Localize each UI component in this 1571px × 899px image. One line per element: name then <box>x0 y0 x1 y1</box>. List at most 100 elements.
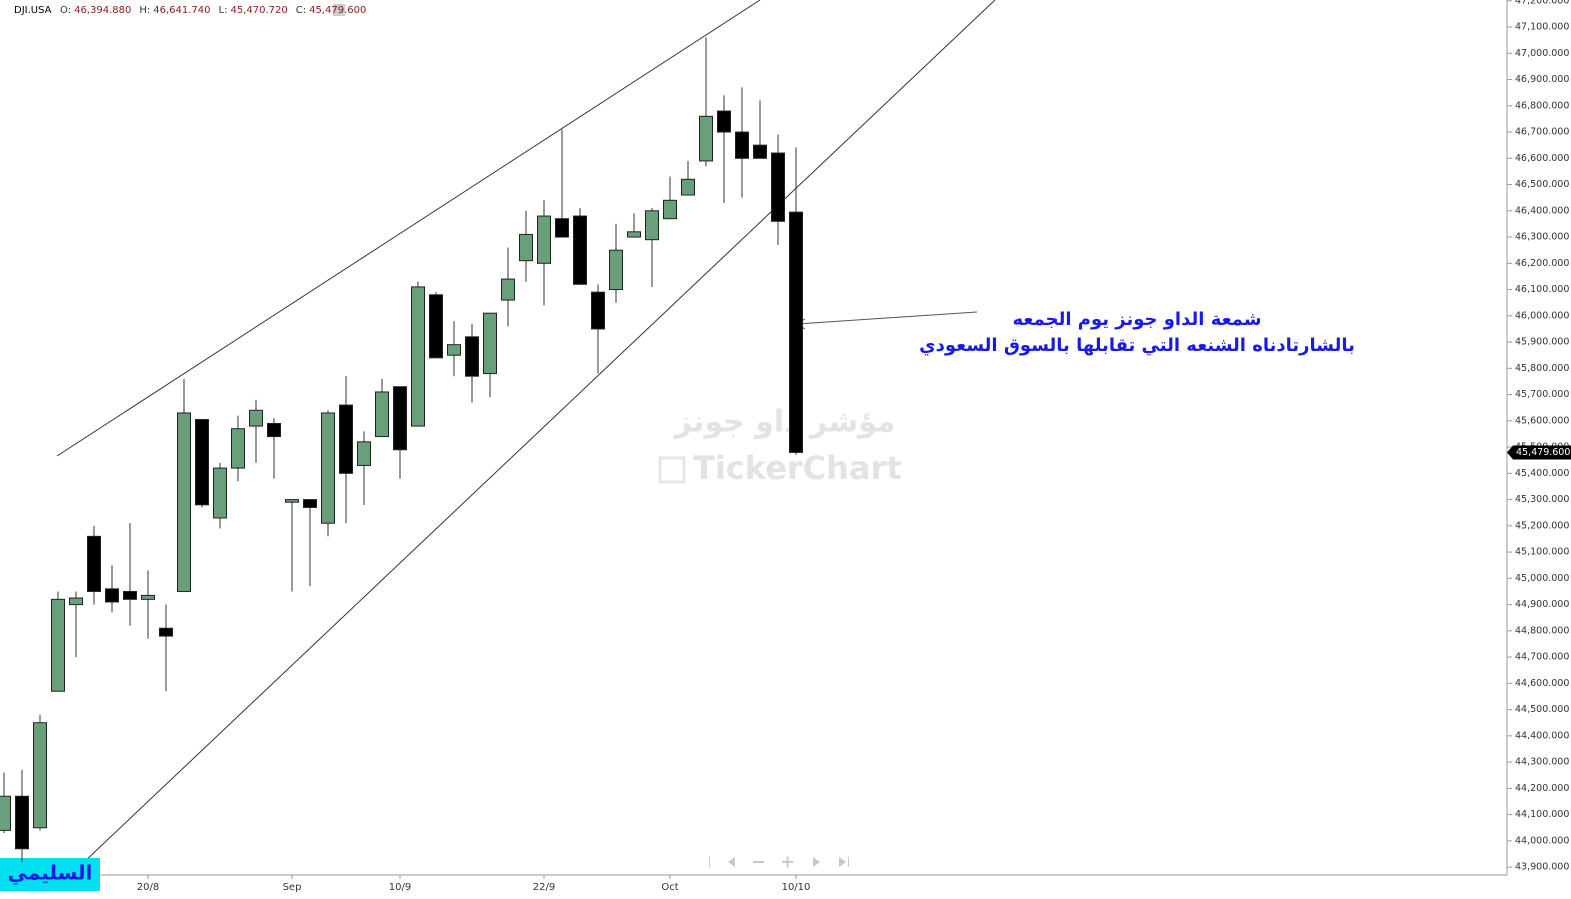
candle-body <box>753 144 767 159</box>
watermark: مؤشر داو جونز <box>672 405 895 440</box>
candle-body <box>141 594 155 600</box>
candle-body <box>447 344 461 356</box>
watermark-icon <box>658 456 686 484</box>
last-price-marker <box>1507 445 1571 460</box>
y-tick-label: 45,200.000 <box>1515 520 1569 531</box>
nav-prev[interactable] <box>728 857 735 867</box>
candle-body <box>717 110 731 133</box>
header: DJI.USA <box>14 4 345 16</box>
y-tick-label: 45,000.000 <box>1515 573 1569 584</box>
y-tick-label: 44,400.000 <box>1515 730 1569 741</box>
candle-body <box>681 178 695 196</box>
nav-controls <box>709 856 849 868</box>
ohlc-key: L: <box>219 5 228 16</box>
nav-first[interactable] <box>709 857 710 867</box>
candle-body <box>429 294 443 359</box>
candle-body <box>69 597 83 606</box>
y-tick-label: 44,300.000 <box>1515 757 1569 768</box>
candle-body <box>267 422 281 438</box>
candle-body <box>0 795 11 831</box>
x-tick-label: 10/10 <box>782 882 811 893</box>
annotation: شمعة الداو جونز يوم الجمعه <box>1012 309 1261 330</box>
nav-next[interactable] <box>813 857 820 867</box>
candle-body <box>555 218 569 238</box>
candle-body <box>249 409 263 427</box>
candle-body <box>303 499 317 508</box>
candle-body <box>735 131 749 159</box>
ohlc-value: 45,470.720 <box>230 5 287 16</box>
y-tick-label: 44,200.000 <box>1515 783 1569 794</box>
y-tick-label: 46,300.000 <box>1515 232 1569 243</box>
candle-body <box>789 211 803 453</box>
candle-body <box>321 412 335 524</box>
candle-body <box>51 598 65 692</box>
y-tick-label: 44,500.000 <box>1515 704 1569 715</box>
candle-body <box>591 291 605 330</box>
candle-body <box>357 441 371 466</box>
y-tick-label: 47,100.000 <box>1515 22 1569 33</box>
candle-body <box>465 336 479 377</box>
candle-body <box>393 386 407 451</box>
candle-body <box>573 215 587 285</box>
candle-body <box>285 499 299 503</box>
candle-body <box>699 115 713 162</box>
nav-last[interactable] <box>839 857 849 867</box>
y-tick-label: 43,900.000 <box>1515 862 1569 873</box>
y-tick-label: 47,200.000 <box>1515 0 1569 6</box>
candle-body <box>771 152 785 222</box>
y-tick-label: 46,100.000 <box>1515 284 1569 295</box>
y-tick-label: 45,300.000 <box>1515 494 1569 505</box>
nav-zoom-in[interactable] <box>782 856 793 868</box>
y-tick-label: 46,700.000 <box>1515 127 1569 138</box>
header-button[interactable] <box>333 4 345 16</box>
candle-body <box>177 412 191 592</box>
y-tick-label: 45,900.000 <box>1515 337 1569 348</box>
y-tick-label: 46,400.000 <box>1515 205 1569 216</box>
trend-line <box>56 0 761 457</box>
nav-zoom-out[interactable] <box>753 861 764 863</box>
logo: السليمي <box>8 861 93 886</box>
x-tick-label: 20/8 <box>137 882 159 893</box>
watermark: TickerChart <box>693 449 902 487</box>
logo-box <box>0 858 100 891</box>
x-tick-label: Sep <box>283 882 302 893</box>
candle-body <box>609 249 623 291</box>
y-tick-label: 44,700.000 <box>1515 652 1569 663</box>
y-tick-label: 44,600.000 <box>1515 678 1569 689</box>
y-tick-label: 45,100.000 <box>1515 547 1569 558</box>
candle-body <box>537 215 551 264</box>
candle-body <box>501 278 515 301</box>
ohlc-value: 46,641.740 <box>153 5 210 16</box>
ohlc-value: 46,394.880 <box>74 5 131 16</box>
annotation: بالشارتادناه الشنعه التي تقابلها بالسوق … <box>919 335 1355 356</box>
y-tick-label: 45,600.000 <box>1515 415 1569 426</box>
candle-body <box>411 286 425 427</box>
x-tick-label: Oct <box>661 882 678 893</box>
ohlc-key: H: <box>139 5 150 16</box>
arrow <box>796 311 978 325</box>
y-tick-label: 46,600.000 <box>1515 153 1569 164</box>
y-tick-label: 46,500.000 <box>1515 179 1569 190</box>
y-tick-label: 45,800.000 <box>1515 363 1569 374</box>
y-tick-label: 44,900.000 <box>1515 599 1569 610</box>
candle-body <box>645 210 659 241</box>
symbol: DJI.USA <box>14 5 52 16</box>
candle-body <box>195 419 209 506</box>
candle-body <box>627 231 641 238</box>
ohlc-value: 45,479.600 <box>309 5 366 16</box>
y-tick-label: 44,000.000 <box>1515 835 1569 846</box>
last-price-label: 45,479.600 <box>1516 447 1570 458</box>
candle-body <box>231 428 245 469</box>
candle-body <box>87 535 101 592</box>
candle-body <box>663 199 677 220</box>
candle-body <box>33 722 47 829</box>
y-tick-label: 47,000.000 <box>1515 48 1569 59</box>
candle-body <box>105 588 119 603</box>
y-tick-label: 45,700.000 <box>1515 389 1569 400</box>
y-tick-label: 46,000.000 <box>1515 310 1569 321</box>
x-tick-label: 10/9 <box>389 882 411 893</box>
y-tick-label: 45,400.000 <box>1515 468 1569 479</box>
y-tick-label: 46,200.000 <box>1515 258 1569 269</box>
candle-body <box>339 404 353 474</box>
x-tick-label: 22/9 <box>533 882 555 893</box>
